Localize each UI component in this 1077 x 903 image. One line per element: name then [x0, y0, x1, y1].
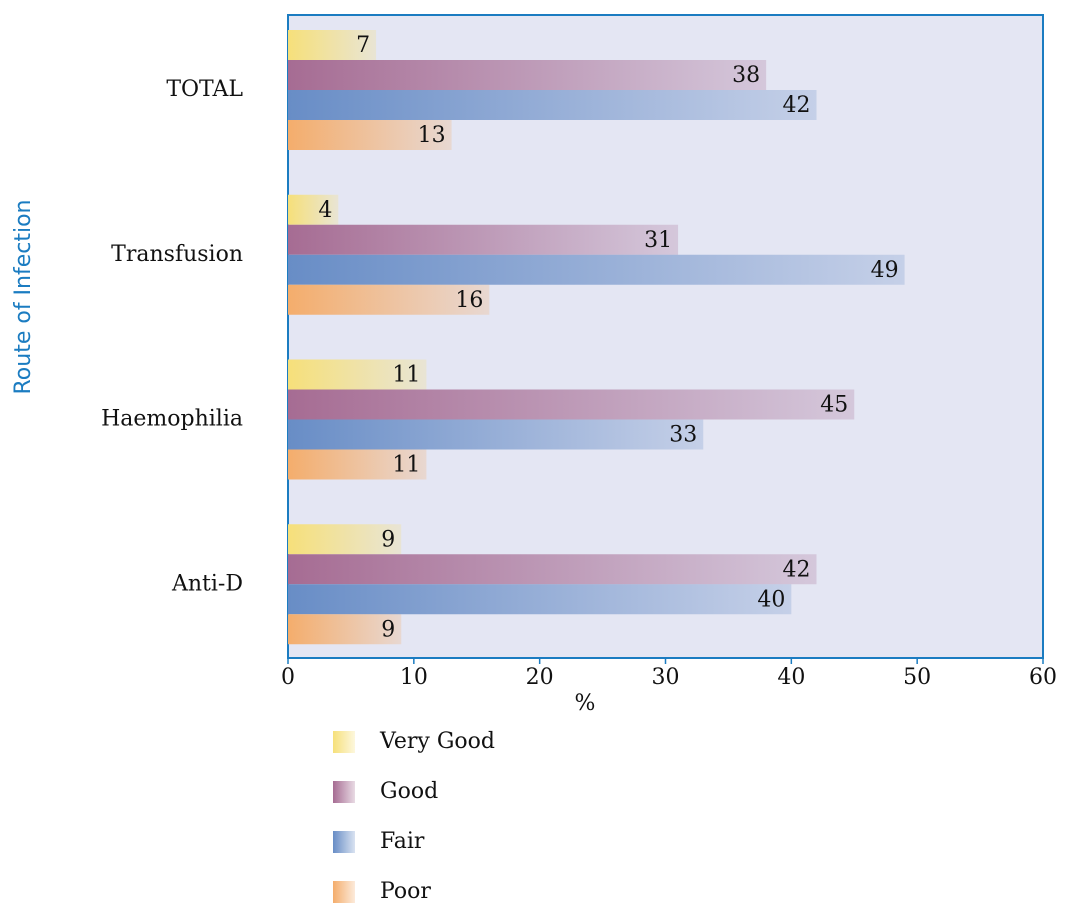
bar	[288, 90, 817, 120]
data-label: 31	[644, 228, 672, 253]
bar	[288, 449, 427, 480]
bar	[288, 524, 402, 555]
x-tick-label: 30	[652, 665, 680, 690]
data-label: 11	[392, 453, 420, 478]
x-axis-label: %	[575, 691, 596, 716]
bar	[288, 554, 817, 585]
bar	[288, 30, 377, 60]
y-tick-label: Transfusion	[111, 242, 243, 267]
legend-swatch	[333, 731, 355, 753]
y-axis-label: Route of Infection	[11, 199, 36, 394]
bar	[288, 419, 704, 450]
data-label: 42	[783, 93, 811, 118]
data-label: 11	[392, 363, 420, 388]
data-label: 33	[669, 423, 697, 448]
data-label: 9	[381, 617, 395, 642]
data-label: 4	[318, 198, 332, 223]
x-tick-label: 0	[281, 665, 295, 690]
legend-label: Good	[380, 779, 438, 804]
legend-label: Fair	[380, 829, 425, 854]
bar	[288, 284, 490, 315]
data-label: 16	[455, 288, 483, 313]
x-tick-label: 10	[400, 665, 428, 690]
data-label: 42	[783, 557, 811, 582]
legend-label: Poor	[380, 879, 431, 903]
legend-swatch	[333, 881, 355, 903]
data-label: 9	[381, 527, 395, 552]
legend-swatch	[333, 831, 355, 853]
x-tick-label: 50	[903, 665, 931, 690]
data-label: 40	[757, 587, 785, 612]
bar	[288, 120, 452, 150]
bar	[288, 194, 339, 225]
data-label: 7	[356, 33, 370, 58]
bar	[288, 389, 855, 420]
bar	[288, 614, 402, 645]
x-tick-label: 40	[777, 665, 805, 690]
bar	[288, 359, 427, 390]
bar	[288, 224, 679, 255]
legend-label: Very Good	[379, 729, 495, 754]
data-label: 45	[820, 393, 848, 418]
bar	[288, 584, 792, 615]
data-label: 49	[871, 258, 899, 283]
data-label: 38	[732, 63, 760, 88]
bar	[288, 60, 767, 90]
data-label: 13	[418, 123, 446, 148]
bar	[288, 254, 905, 285]
x-tick-label: 60	[1029, 665, 1057, 690]
x-tick-label: 20	[526, 665, 554, 690]
y-tick-label: Haemophilia	[101, 407, 243, 432]
y-tick-label: Anti-D	[171, 571, 243, 596]
legend-swatch	[333, 781, 355, 803]
y-tick-label: TOTAL	[166, 77, 243, 102]
